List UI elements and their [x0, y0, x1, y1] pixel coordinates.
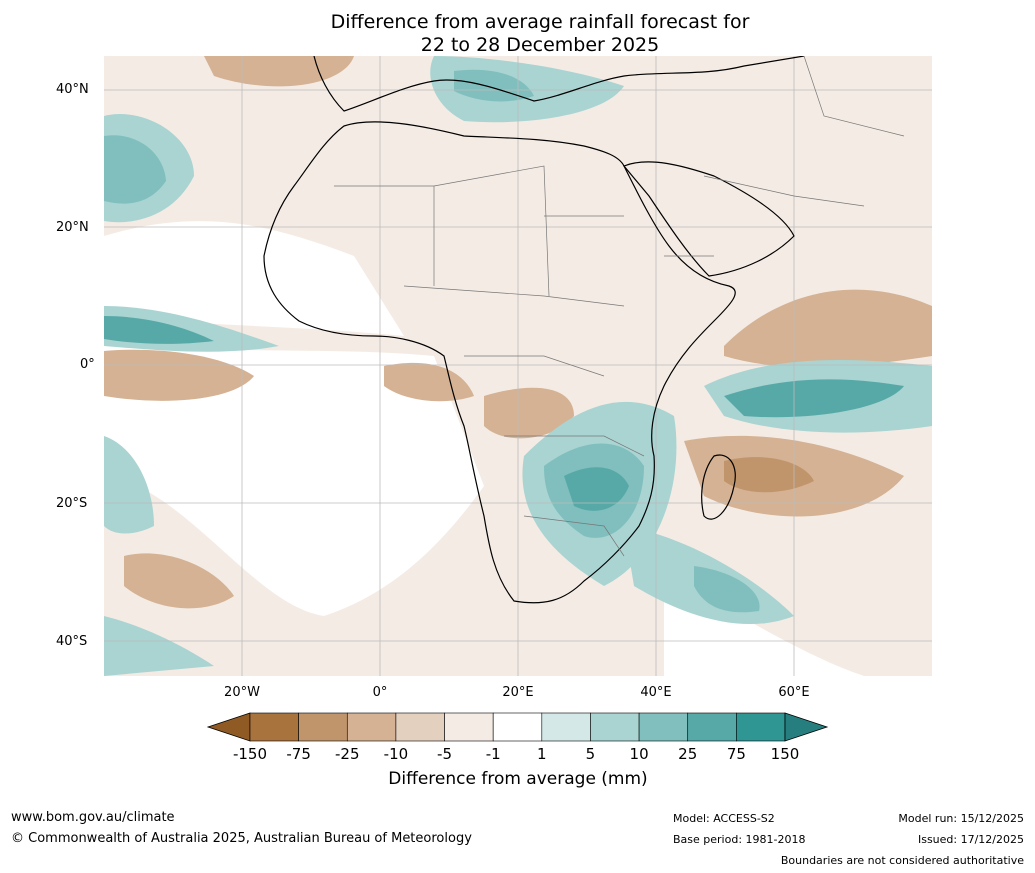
model-run-date: Model run: 15/12/2025 [898, 812, 1024, 825]
colorbar-low-arrow [206, 712, 251, 742]
lat-tick-label: 0° [80, 357, 95, 372]
lon-tick-label: 40°E [640, 685, 672, 700]
colorbar-tick-label: -1 [485, 745, 501, 763]
wetter-region [104, 436, 154, 534]
colorbar-swatch [590, 712, 640, 742]
wetter-region [104, 135, 166, 204]
colorbar-swatch [492, 712, 543, 742]
colorbar-tick-label: 5 [585, 745, 596, 763]
arabian-peninsula [623, 161, 795, 277]
rainfall-anomaly-map [104, 56, 932, 676]
wetter-region [104, 316, 214, 344]
country-borders [334, 56, 905, 557]
drier-region [724, 289, 932, 368]
colorbar-tick-label: -5 [437, 745, 453, 763]
colorbar-tick-label: 1 [537, 745, 547, 763]
drier-region [724, 457, 814, 493]
colorbar-swatch [249, 712, 299, 742]
drier-region [384, 362, 474, 402]
colorbar-swatch [395, 712, 445, 742]
colorbar [206, 712, 829, 742]
boundaries-disclaimer: Boundaries are not considered authoritat… [780, 854, 1024, 867]
colorbar-tick-label: -10 [383, 745, 409, 763]
colorbar-swatch [687, 712, 737, 742]
colorbar-tick-label: 150 [770, 745, 800, 763]
base-period: Base period: 1981-2018 [673, 833, 806, 846]
colorbar-title: Difference from average (mm) [388, 769, 648, 789]
colorbar-tick-label: -25 [335, 745, 360, 763]
graticule [104, 56, 932, 676]
drier-region [104, 349, 254, 401]
wetter-region [724, 379, 904, 418]
near-average-region [104, 221, 404, 336]
model-name: Model: ACCESS-S2 [673, 812, 775, 825]
colorbar-swatch [444, 712, 494, 742]
title-line-2: 22 to 28 December 2025 [420, 34, 660, 56]
colorbar-tick-label: 10 [629, 745, 649, 763]
near-average-region [104, 341, 484, 616]
wetter-region [104, 616, 214, 676]
colorbar-tick-label: 75 [726, 745, 746, 763]
wetter-region [454, 69, 534, 102]
lat-tick-label: 40°N [56, 82, 89, 97]
copyright-text: © Commonwealth of Australia 2025, Austra… [11, 831, 472, 846]
colorbar-tick-label: -150 [232, 745, 268, 763]
lat-tick-label: 20°S [56, 496, 88, 511]
wetter-region [564, 467, 629, 511]
lon-tick-label: 0° [372, 685, 388, 700]
lat-tick-label: 20°N [56, 220, 89, 235]
lon-tick-label: 20°E [502, 685, 534, 700]
colorbar-swatch [541, 712, 591, 742]
lon-tick-label: 60°E [778, 685, 810, 700]
lon-tick-label: 20°W [224, 685, 260, 700]
colorbar-swatch [346, 712, 397, 742]
colorbar-swatch [638, 712, 689, 742]
colorbar-swatch [736, 712, 786, 742]
madagascar [701, 454, 736, 520]
colorbar-high-arrow [784, 712, 829, 742]
near-average-region [664, 576, 864, 676]
issued-date: Issued: 17/12/2025 [917, 833, 1024, 846]
colorbar-tick-label: -75 [286, 745, 311, 763]
lat-tick-label: 40°S [56, 634, 88, 649]
wetter-region [694, 566, 760, 613]
drier-region [484, 387, 574, 439]
title-line-1: Difference from average rainfall forecas… [330, 11, 750, 33]
website-link[interactable]: www.bom.gov.au/climate [11, 810, 175, 825]
europe-coast [313, 56, 805, 112]
colorbar-tick-label: 25 [678, 745, 698, 763]
colorbar-swatch [298, 712, 348, 742]
drier-region [124, 553, 234, 609]
